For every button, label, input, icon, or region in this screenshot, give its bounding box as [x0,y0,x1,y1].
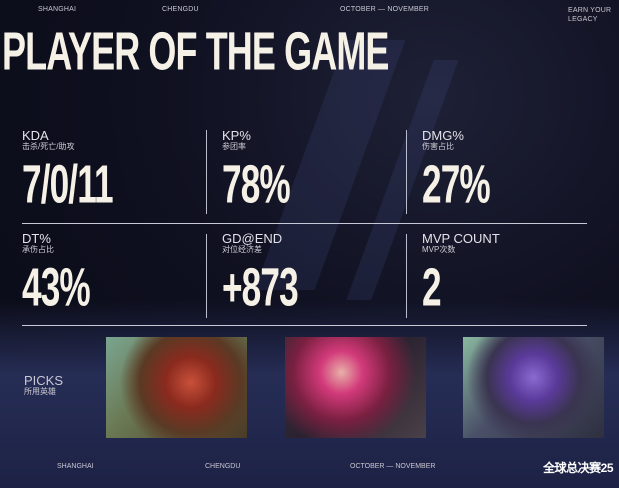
stat-dt: DT% 承伤占比 43% [22,231,99,317]
stat-value: 78% [222,155,291,215]
stat-gd: GD@END 对位经济差 +873 [222,231,308,317]
stat-label: KDA [22,128,49,143]
header-location-1: SHANGHAI [38,6,77,13]
stat-label: DMG% [422,128,464,143]
stat-kda: KDA 击杀/死亡/助攻 7/0/11 [22,128,125,214]
vi-portrait [285,337,426,438]
stat-label: KP% [222,128,251,143]
stat-sublabel: 击杀/死亡/助攻 [22,142,75,151]
stat-label: MVP COUNT [422,231,500,246]
footer-location-2: CHENGDU [205,463,241,470]
picks-label: PICKS [24,373,64,388]
stat-mvp: MVP COUNT MVP次数 2 [422,231,500,317]
stat-value: 43% [22,258,91,318]
stat-value: +873 [222,258,299,318]
stat-value: 7/0/11 [22,155,114,215]
stat-label: DT% [22,231,51,246]
stat-value: 2 [422,258,442,318]
stat-sublabel: 伤害占比 [422,142,454,151]
header-location-2: CHENGDU [162,6,199,13]
picks-label-group: PICKS 所用英雄 [24,374,63,397]
divider [206,234,207,318]
stat-sublabel: MVP次数 [422,245,456,254]
divider [206,130,207,214]
stat-kp: KP% 参团率 78% [222,128,299,214]
stat-sublabel: 承伤占比 [22,245,54,254]
wukong-portrait [106,337,247,438]
divider [406,234,407,318]
footer-location-1: SHANGHAI [57,463,94,470]
worlds-logo: 全球总决赛25 [543,461,613,475]
header-dates: OCTOBER — NOVEMBER [340,6,430,13]
picks-sublabel: 所用英雄 [24,387,56,396]
stat-sublabel: 参团率 [222,142,246,151]
divider [22,325,587,326]
divider [406,130,407,214]
stat-sublabel: 对位经济差 [222,245,262,254]
dr-mundo-portrait [463,337,604,438]
divider [22,223,587,224]
stat-value: 27% [422,155,491,215]
stat-label: GD@END [222,231,283,246]
footer-dates: OCTOBER — NOVEMBER [350,463,436,470]
page-title: PLAYER OF THE GAME [2,22,389,82]
header-tagline: EARN YOUR LEGACY [568,7,612,23]
stat-dmg: DMG% 伤害占比 27% [422,128,499,214]
